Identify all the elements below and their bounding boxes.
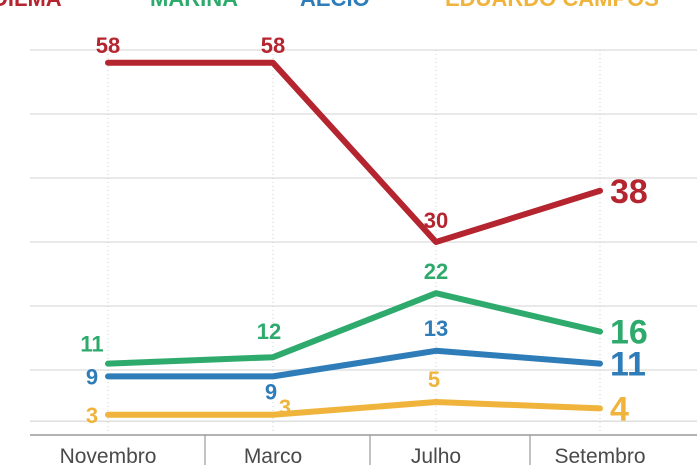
x-tick-label: Setembro bbox=[554, 445, 645, 465]
data-label: 5 bbox=[428, 367, 440, 392]
data-label: 4 bbox=[610, 390, 629, 428]
data-label: 38 bbox=[610, 173, 648, 211]
data-label: 30 bbox=[424, 208, 448, 233]
data-label: 11 bbox=[80, 332, 103, 357]
data-label: 3 bbox=[86, 403, 98, 428]
x-axis: Novembro Marco Julho Setembro bbox=[30, 434, 697, 465]
data-label: 12 bbox=[257, 319, 281, 344]
x-tick-label: Novembro bbox=[60, 445, 157, 465]
series-line-1 bbox=[105, 59, 603, 245]
data-label: 11 bbox=[610, 346, 646, 384]
legend-item-4: EDUARDO CAMPOS bbox=[445, 0, 659, 11]
gridlines bbox=[30, 49, 697, 434]
legend-item-1: DILMA bbox=[0, 0, 62, 11]
series-line-3 bbox=[105, 347, 603, 380]
data-label: 16 bbox=[610, 314, 648, 352]
series-line-2 bbox=[105, 290, 603, 367]
data-label: 58 bbox=[261, 33, 285, 58]
data-label: 3 bbox=[279, 395, 291, 420]
series-lines bbox=[105, 59, 603, 418]
legend-item-3: AÉCIO bbox=[300, 0, 370, 11]
x-tick-label: Marco bbox=[244, 445, 302, 465]
series-line-4 bbox=[105, 399, 603, 418]
data-label: 9 bbox=[86, 364, 98, 389]
data-label: 58 bbox=[96, 33, 120, 58]
data-label: 9 bbox=[265, 379, 277, 404]
data-labels: 58 58 30 38 11 12 22 16 9 9 13 11 3 3 5 4 bbox=[80, 33, 647, 429]
legend: DILMA MARINA AÉCIO EDUARDO CAMPOS bbox=[0, 0, 659, 11]
x-tick-label: Julho bbox=[411, 445, 461, 465]
data-label: 13 bbox=[424, 316, 448, 341]
data-label: 22 bbox=[424, 259, 448, 284]
legend-item-2: MARINA bbox=[150, 0, 238, 11]
